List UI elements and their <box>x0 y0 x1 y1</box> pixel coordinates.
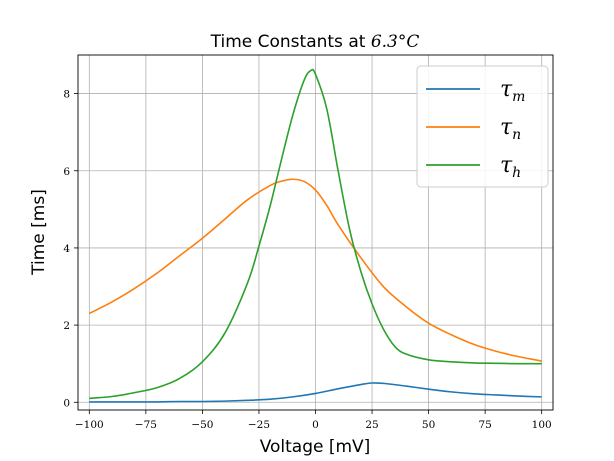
legend-symbol: τ <box>500 77 513 102</box>
legend-symbol: τ <box>500 153 513 178</box>
series-line-m <box>89 382 542 403</box>
x-axis-label: Voltage [mV] <box>260 437 371 457</box>
x-tick-label: 50 <box>422 419 435 431</box>
y-tick-label: 0 <box>63 397 70 409</box>
y-tick-label: 6 <box>63 166 70 178</box>
y-tick-label: 2 <box>63 320 70 332</box>
legend-label-n: τn <box>500 115 521 143</box>
series-line-n <box>88 178 542 362</box>
x-tick-label: 100 <box>532 419 552 431</box>
series-layer <box>88 68 542 403</box>
y-tick-label: 8 <box>63 89 70 101</box>
legend-label-h: τh <box>500 153 521 181</box>
x-tick-label: 0 <box>312 419 319 431</box>
chart-title-prefix: Time Constants at <box>210 32 371 52</box>
x-tick-label: −100 <box>75 419 104 431</box>
y-tick-label: 4 <box>63 243 70 255</box>
y-axis-label: Time [ms] <box>29 189 49 276</box>
x-tick-label: −25 <box>248 419 270 431</box>
legend-box <box>416 65 549 188</box>
x-tick-label: −75 <box>135 419 157 431</box>
legend-label-m: τm <box>500 77 525 105</box>
legend-subscript: m <box>512 89 525 105</box>
x-tick-label: 25 <box>365 419 378 431</box>
chart-title: Time Constants at 6.3°C <box>210 32 420 52</box>
chart-title-math: 6.3°C <box>371 32 420 52</box>
series-line-h <box>89 68 542 400</box>
x-ticks: −100 −75 −50 −25 0 25 50 75 100 <box>75 410 552 431</box>
legend-subscript: h <box>512 165 521 181</box>
x-tick-label: −50 <box>191 419 213 431</box>
legend-symbol: τ <box>500 115 513 140</box>
legend-subscript: n <box>512 127 521 143</box>
x-tick-label: 75 <box>478 419 491 431</box>
y-ticks: 0 2 4 6 8 <box>63 89 78 409</box>
